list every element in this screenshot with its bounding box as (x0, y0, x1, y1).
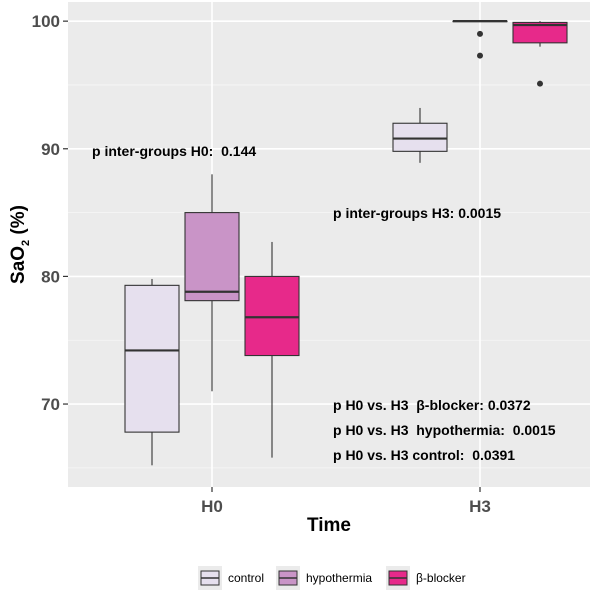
box-h3-control (392, 107, 448, 163)
annotation-hypothermia-h0-vs-h3: p H0 vs. H3 hypothermia: 0.0015 (333, 422, 556, 438)
y-axis-title-suffix: (%) (8, 205, 29, 240)
legend-label: control (228, 571, 264, 585)
box-h0-hypothermia (184, 174, 240, 392)
y-axis-title: SaO2 (%) (8, 205, 32, 284)
legend-label: hypothermia (306, 571, 372, 585)
box-iqr (512, 21, 568, 44)
box-layer (124, 20, 568, 466)
outlier-point (477, 30, 483, 37)
box-h0-blocker (244, 241, 300, 458)
legend-item-blocker: β-blocker (386, 566, 466, 590)
legend: control hypothermia β-blocker (198, 566, 466, 590)
x-tick-label: H0 (201, 497, 223, 516)
legend-label: β-blocker (416, 571, 466, 585)
x-axis-ticks: H0 H3 (201, 487, 491, 516)
x-tick-label: H3 (469, 497, 491, 516)
y-axis-ticks: 70 80 90 100 (32, 12, 68, 414)
box-h0-control (124, 278, 180, 466)
x-axis-title: Time (307, 515, 351, 536)
box-h3-blocker (512, 21, 568, 87)
outlier-point (477, 52, 483, 59)
box-iqr (184, 212, 240, 302)
annotation-inter-groups-h0: p inter-groups H0: 0.144 (92, 143, 256, 159)
y-tick-label: 100 (32, 12, 60, 31)
box-iqr (124, 284, 180, 433)
y-tick-label: 90 (41, 140, 60, 159)
annotation-bblocker-h0-vs-h3: p H0 vs. H3 β-blocker: 0.0372 (333, 397, 531, 413)
y-tick-label: 70 (41, 395, 60, 414)
grid-lines (68, 2, 590, 487)
box-iqr (244, 275, 300, 357)
box-h3-hypothermia (452, 20, 508, 59)
box-iqr (392, 122, 448, 152)
legend-item-control: control (198, 566, 264, 590)
annotation-control-h0-vs-h3: p H0 vs. H3 control: 0.0391 (333, 447, 515, 463)
outlier-point (537, 80, 543, 87)
y-axis-title-main: SaO (8, 246, 29, 284)
annotation-inter-groups-h3: p inter-groups H3: 0.0015 (333, 205, 501, 221)
y-tick-label: 80 (41, 267, 60, 286)
legend-item-hypothermia: hypothermia (276, 566, 372, 590)
y-axis-title-subscript: 2 (20, 240, 32, 246)
